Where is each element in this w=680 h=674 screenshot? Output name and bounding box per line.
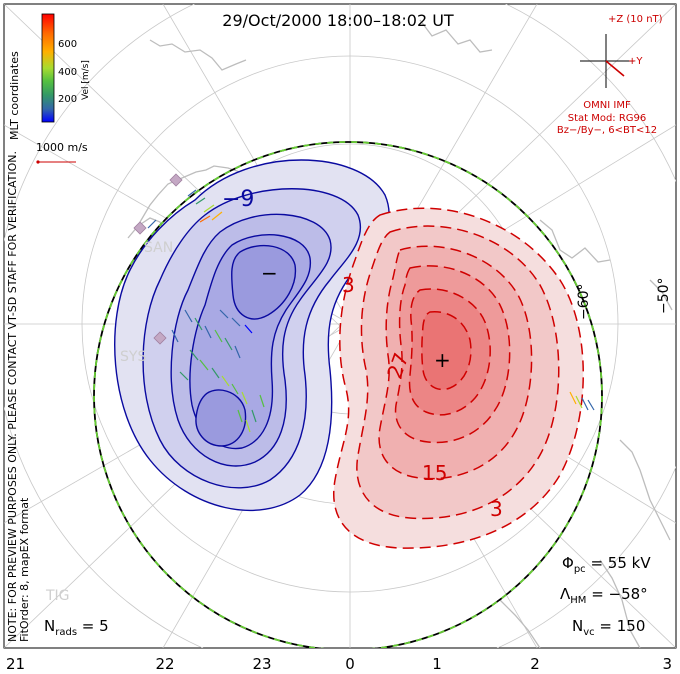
mlt-tick-2: 2	[530, 655, 540, 673]
colorbar-tick-200: 200	[58, 94, 77, 105]
scale-vector-origin	[36, 160, 40, 164]
radar-label-tig: TIG	[45, 588, 70, 604]
contour-label-pos15: 15	[422, 461, 447, 485]
radar-label-san: SAN	[144, 240, 173, 256]
mlt-tick-3: 3	[662, 655, 672, 673]
velocity-vectors	[147, 189, 595, 433]
mlt-tick-21: 21	[6, 655, 25, 673]
negative-cell	[114, 159, 390, 512]
stat-n-rads: Nrads = 5	[44, 617, 109, 638]
imf-bz-label: +Z (10 nT)	[608, 14, 663, 25]
imf-vector	[605, 60, 625, 77]
coords-label: MLT coordinates	[8, 51, 21, 140]
colorbar-label: Vel [m/s]	[81, 60, 91, 100]
mlt-tick-0: 0	[345, 655, 355, 673]
imf-condition: Bz−/By−, 6<BT<12	[557, 125, 657, 136]
imf-by-label: +Y	[628, 56, 643, 67]
radar-label-sys: SYS	[120, 349, 146, 365]
imf-dial: +Z (10 nT) +Y OMNI IMF Stat Mod: RG96 Bz…	[557, 14, 663, 136]
velocity-colorbar: 600 400 200 Vel [m/s]	[41, 13, 91, 123]
mlt-axis: 21 22 23 0 1 2 3	[6, 655, 672, 673]
potential-max-marker: +	[434, 348, 451, 372]
coastlines	[127, 19, 673, 648]
potential-min-marker: −	[261, 261, 278, 285]
mlt-tick-1: 1	[432, 655, 442, 673]
lat-label-60: −60°	[576, 283, 592, 320]
stat-n-vc: Nvc = 150	[572, 617, 645, 638]
fit-order-text: FitOrder: 8, mapEX format	[18, 497, 31, 642]
radar-sites	[133, 173, 183, 345]
disclaimer-text: NOTE: FOR PREVIEW PURPOSES ONLY. PLEASE …	[6, 151, 19, 642]
mlt-tick-23: 23	[252, 655, 271, 673]
imf-stat-mod: Stat Mod: RG96	[568, 113, 647, 124]
colorbar-tick-600: 600	[58, 39, 77, 50]
positive-cell	[333, 207, 584, 549]
mlt-tick-22: 22	[155, 655, 174, 673]
scale-vector-label: 1000 m/s	[36, 141, 88, 154]
colorbar-tick-400: 400	[58, 67, 77, 78]
stats-block: Φpc = 55 kV ΛHM = −58° Nvc = 150 Nrads =…	[44, 554, 651, 638]
contour-label-neg: −9	[222, 187, 254, 212]
colorbar-gradient	[41, 13, 55, 123]
contour-label-pos3b: 3	[490, 497, 503, 521]
hm-boundary-dash	[93, 141, 603, 648]
lat-label-50: −50°	[656, 277, 672, 314]
map-title: 29/Oct/2000 18:00–18:02 UT	[222, 11, 454, 30]
contour-label-pos3a: 3	[342, 273, 355, 297]
imf-source: OMNI IMF	[583, 100, 631, 111]
